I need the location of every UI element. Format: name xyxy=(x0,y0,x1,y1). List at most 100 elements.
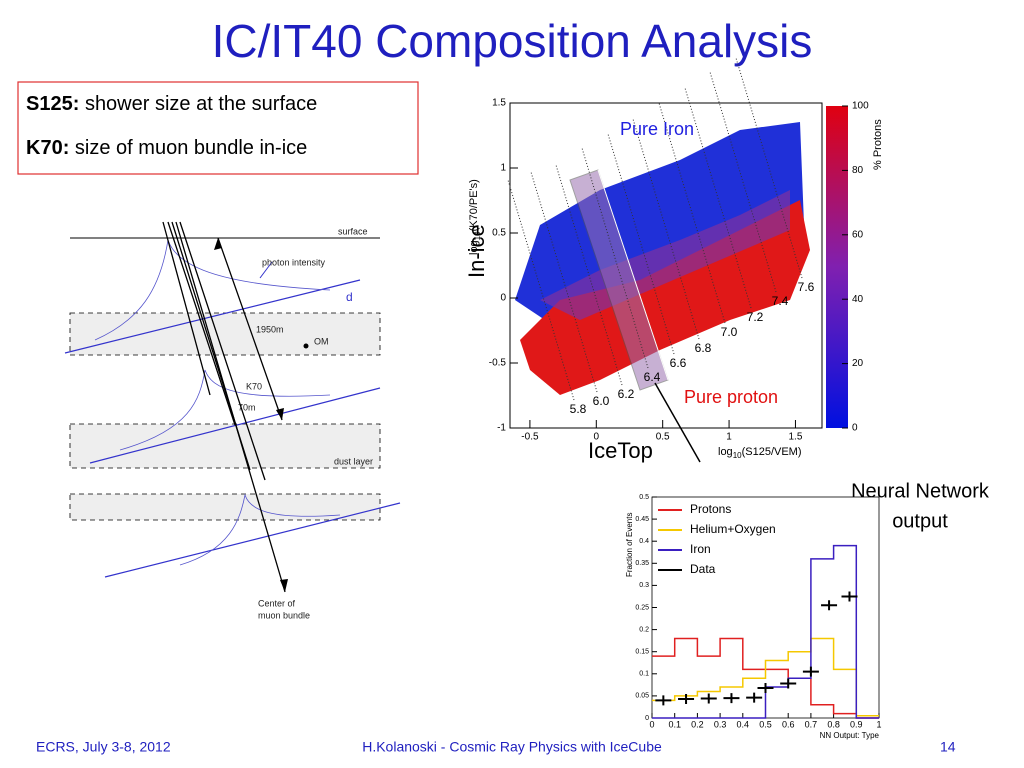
energy-label: 5.8 xyxy=(570,402,587,416)
y-tick-label: 0.15 xyxy=(635,649,649,656)
energy-line xyxy=(581,147,649,369)
energy-label: 6.8 xyxy=(695,341,712,355)
x-tick-label: 0 xyxy=(594,432,600,443)
axis-label-sub: 10 xyxy=(473,231,482,240)
x-tick-label: 1.5 xyxy=(788,432,802,443)
energy-label: 6.4 xyxy=(644,370,661,384)
x-tick-label: 1 xyxy=(726,432,732,443)
data-point xyxy=(746,692,763,703)
energy-label: 7.2 xyxy=(747,310,764,324)
annotation: output xyxy=(892,510,948,532)
data-point xyxy=(723,693,740,704)
axis-label: log10(S125/VEM) xyxy=(718,446,802,460)
diagram-label: photon intensity xyxy=(262,257,326,267)
y-tick-label: 1.5 xyxy=(492,98,506,109)
energy-line xyxy=(607,133,675,355)
y-tick-label: 0.4 xyxy=(639,538,649,545)
x-tick-label: 0.5 xyxy=(656,432,670,443)
axis-label-part: (S125/VEM) xyxy=(742,446,802,458)
x-tick-label: 0.5 xyxy=(759,719,772,729)
diagram-label: dust layer xyxy=(334,456,373,466)
y-tick-label: 0.5 xyxy=(492,228,506,239)
definition-box xyxy=(17,81,419,175)
term: S125: xyxy=(26,93,79,115)
energy-line xyxy=(709,71,777,293)
y-tick-label: 0.2 xyxy=(639,626,649,633)
axis-label-part: log xyxy=(468,240,480,255)
data-point xyxy=(802,666,819,677)
diagram-label: K70 xyxy=(246,381,262,391)
term-text: size of muon bundle in-ice xyxy=(75,137,307,159)
pointer-line xyxy=(654,382,701,463)
heatmap-image xyxy=(515,122,810,395)
legend-label: Helium+Oxygen xyxy=(690,522,776,536)
energy-line xyxy=(735,57,803,279)
plot-frame xyxy=(509,102,823,429)
legend-label: Protons xyxy=(690,502,731,516)
definition: K70: size of muon bundle in-ice xyxy=(26,137,307,159)
y-tick-label: 0.45 xyxy=(635,516,649,523)
energy-line xyxy=(507,179,575,401)
colorbar-tick-label: 60 xyxy=(852,229,864,240)
diagram-label: d xyxy=(346,290,353,304)
data-point xyxy=(757,682,774,693)
footer: 14 xyxy=(940,739,956,755)
x-tick-label: 0.6 xyxy=(782,719,795,729)
energy-line xyxy=(684,87,752,309)
diagram-label: OM xyxy=(314,336,329,346)
x-tick-label: 0.2 xyxy=(691,719,704,729)
diagram-label: surface xyxy=(338,226,368,236)
diagram-label: muon bundle xyxy=(258,610,310,620)
x-axis-label: NN Output: Type xyxy=(820,731,880,740)
energy-line xyxy=(658,102,726,324)
energy-label: 6.2 xyxy=(618,387,635,401)
energy-line xyxy=(530,171,598,393)
term: K70: xyxy=(26,137,69,159)
axis-label-part: (K70/PE's) xyxy=(468,179,480,231)
x-tick-label: 0.9 xyxy=(850,719,863,729)
axis-label-sub: 10 xyxy=(733,451,742,460)
y-tick-label: 0.5 xyxy=(639,494,649,501)
annotation: In-ice xyxy=(464,224,489,278)
diagram-label: 70m xyxy=(238,402,256,412)
footer: ECRS, July 3-8, 2012 xyxy=(36,739,171,755)
x-tick-label: -0.5 xyxy=(521,432,539,443)
colorbar-tick-label: 20 xyxy=(852,358,864,369)
term-text: shower size at the surface xyxy=(85,93,317,115)
x-tick-label: 0.1 xyxy=(668,719,681,729)
energy-line xyxy=(555,164,623,386)
legend-label: Iron xyxy=(690,542,711,556)
colorbar-label: % Protons xyxy=(872,119,884,170)
region-label: Pure Iron xyxy=(620,119,694,139)
legend-label: Data xyxy=(690,562,716,576)
energy-label: 6.6 xyxy=(670,356,687,370)
colorbar-tick-label: 40 xyxy=(852,294,864,305)
y-tick-label: 0.05 xyxy=(635,693,649,700)
colorbar-tick-label: 0 xyxy=(852,423,858,434)
x-tick-label: 0.4 xyxy=(737,719,750,729)
title: IC/IT40 Composition Analysis xyxy=(212,15,813,67)
colorbar-tick-label: 80 xyxy=(852,165,864,176)
y-tick-label: 0.3 xyxy=(639,582,649,589)
y-tick-label: 0 xyxy=(645,715,649,722)
footer: H.Kolanoski - Cosmic Ray Physics with Ic… xyxy=(362,739,662,755)
plot-frame xyxy=(651,496,880,719)
diagram-label: Center of xyxy=(258,598,296,608)
definition: S125: shower size at the surface xyxy=(26,93,317,115)
y-tick-label: 0 xyxy=(500,293,506,304)
energy-label: 6.0 xyxy=(593,394,610,408)
histogram-line xyxy=(652,637,879,717)
y-tick-label: -0.5 xyxy=(489,358,507,369)
x-tick-label: 0.8 xyxy=(827,719,840,729)
y-tick-label: 0.35 xyxy=(635,560,649,567)
axis-label: log10(K70/PE's) xyxy=(468,179,482,255)
detector-diagram: surface photon intensity d 1950m OM K70 … xyxy=(64,221,401,620)
energy-label: 7.0 xyxy=(721,325,738,339)
energy-line xyxy=(632,118,700,340)
data-point xyxy=(678,693,695,704)
data-point xyxy=(655,695,672,706)
x-tick-label: 0 xyxy=(649,719,654,729)
y-axis-label: Fraction of Events xyxy=(625,513,634,577)
y-tick-label: 0.1 xyxy=(639,671,649,678)
